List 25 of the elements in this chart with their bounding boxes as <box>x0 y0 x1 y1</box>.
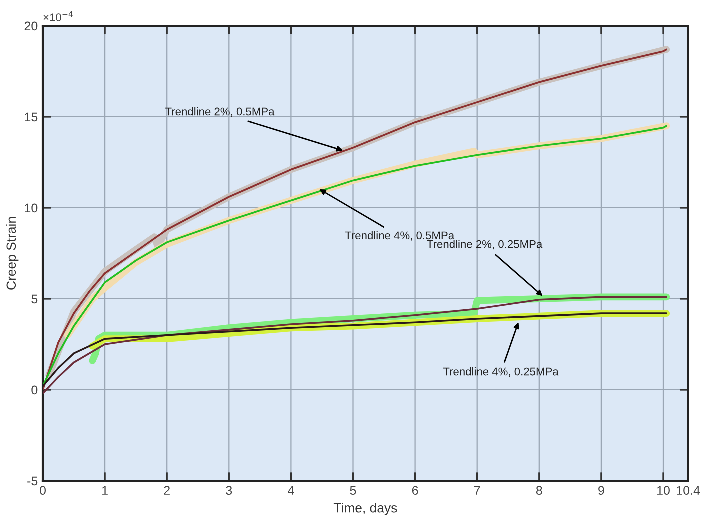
y-tick-label: 15 <box>25 112 38 122</box>
x-tick-label: 10 <box>657 486 670 496</box>
x-tick-label: 5 <box>350 486 356 496</box>
annotation: Trendline 2%, 0.5MPa <box>165 108 275 117</box>
x-tick-label: 0 <box>40 486 46 496</box>
x-tick-label: 6 <box>412 486 418 496</box>
annotation: Trendline 2%, 0.25MPa <box>427 240 543 250</box>
x-tick-label: 8 <box>536 486 542 496</box>
y-tick-label: 0 <box>32 386 38 395</box>
x-tick-label: 4 <box>288 486 294 495</box>
y-axis-title: Creep Strain <box>6 217 19 290</box>
y-tick-label: 10 <box>25 204 38 213</box>
y-tick-label: 20 <box>24 22 38 31</box>
x-tick-label: 2 <box>164 486 170 495</box>
annotation: Trendline 4%, 0.25MPa <box>443 368 559 378</box>
x-axis-title: Time, days <box>334 503 398 516</box>
y-tick-label: 5 <box>32 294 38 304</box>
x-tick-label: 1 <box>102 486 108 495</box>
x-tick-label: 10.4 <box>677 486 700 496</box>
y-tick-label: -5 <box>28 476 38 486</box>
x-tick-label: 9 <box>598 486 604 496</box>
x-tick-label: 7 <box>474 486 480 495</box>
annotation: Trendline 4%, 0.5MPa <box>345 231 455 241</box>
x-tick-label: 3 <box>226 486 232 496</box>
text: ×10$^{−4}$ <box>44 11 73 22</box>
